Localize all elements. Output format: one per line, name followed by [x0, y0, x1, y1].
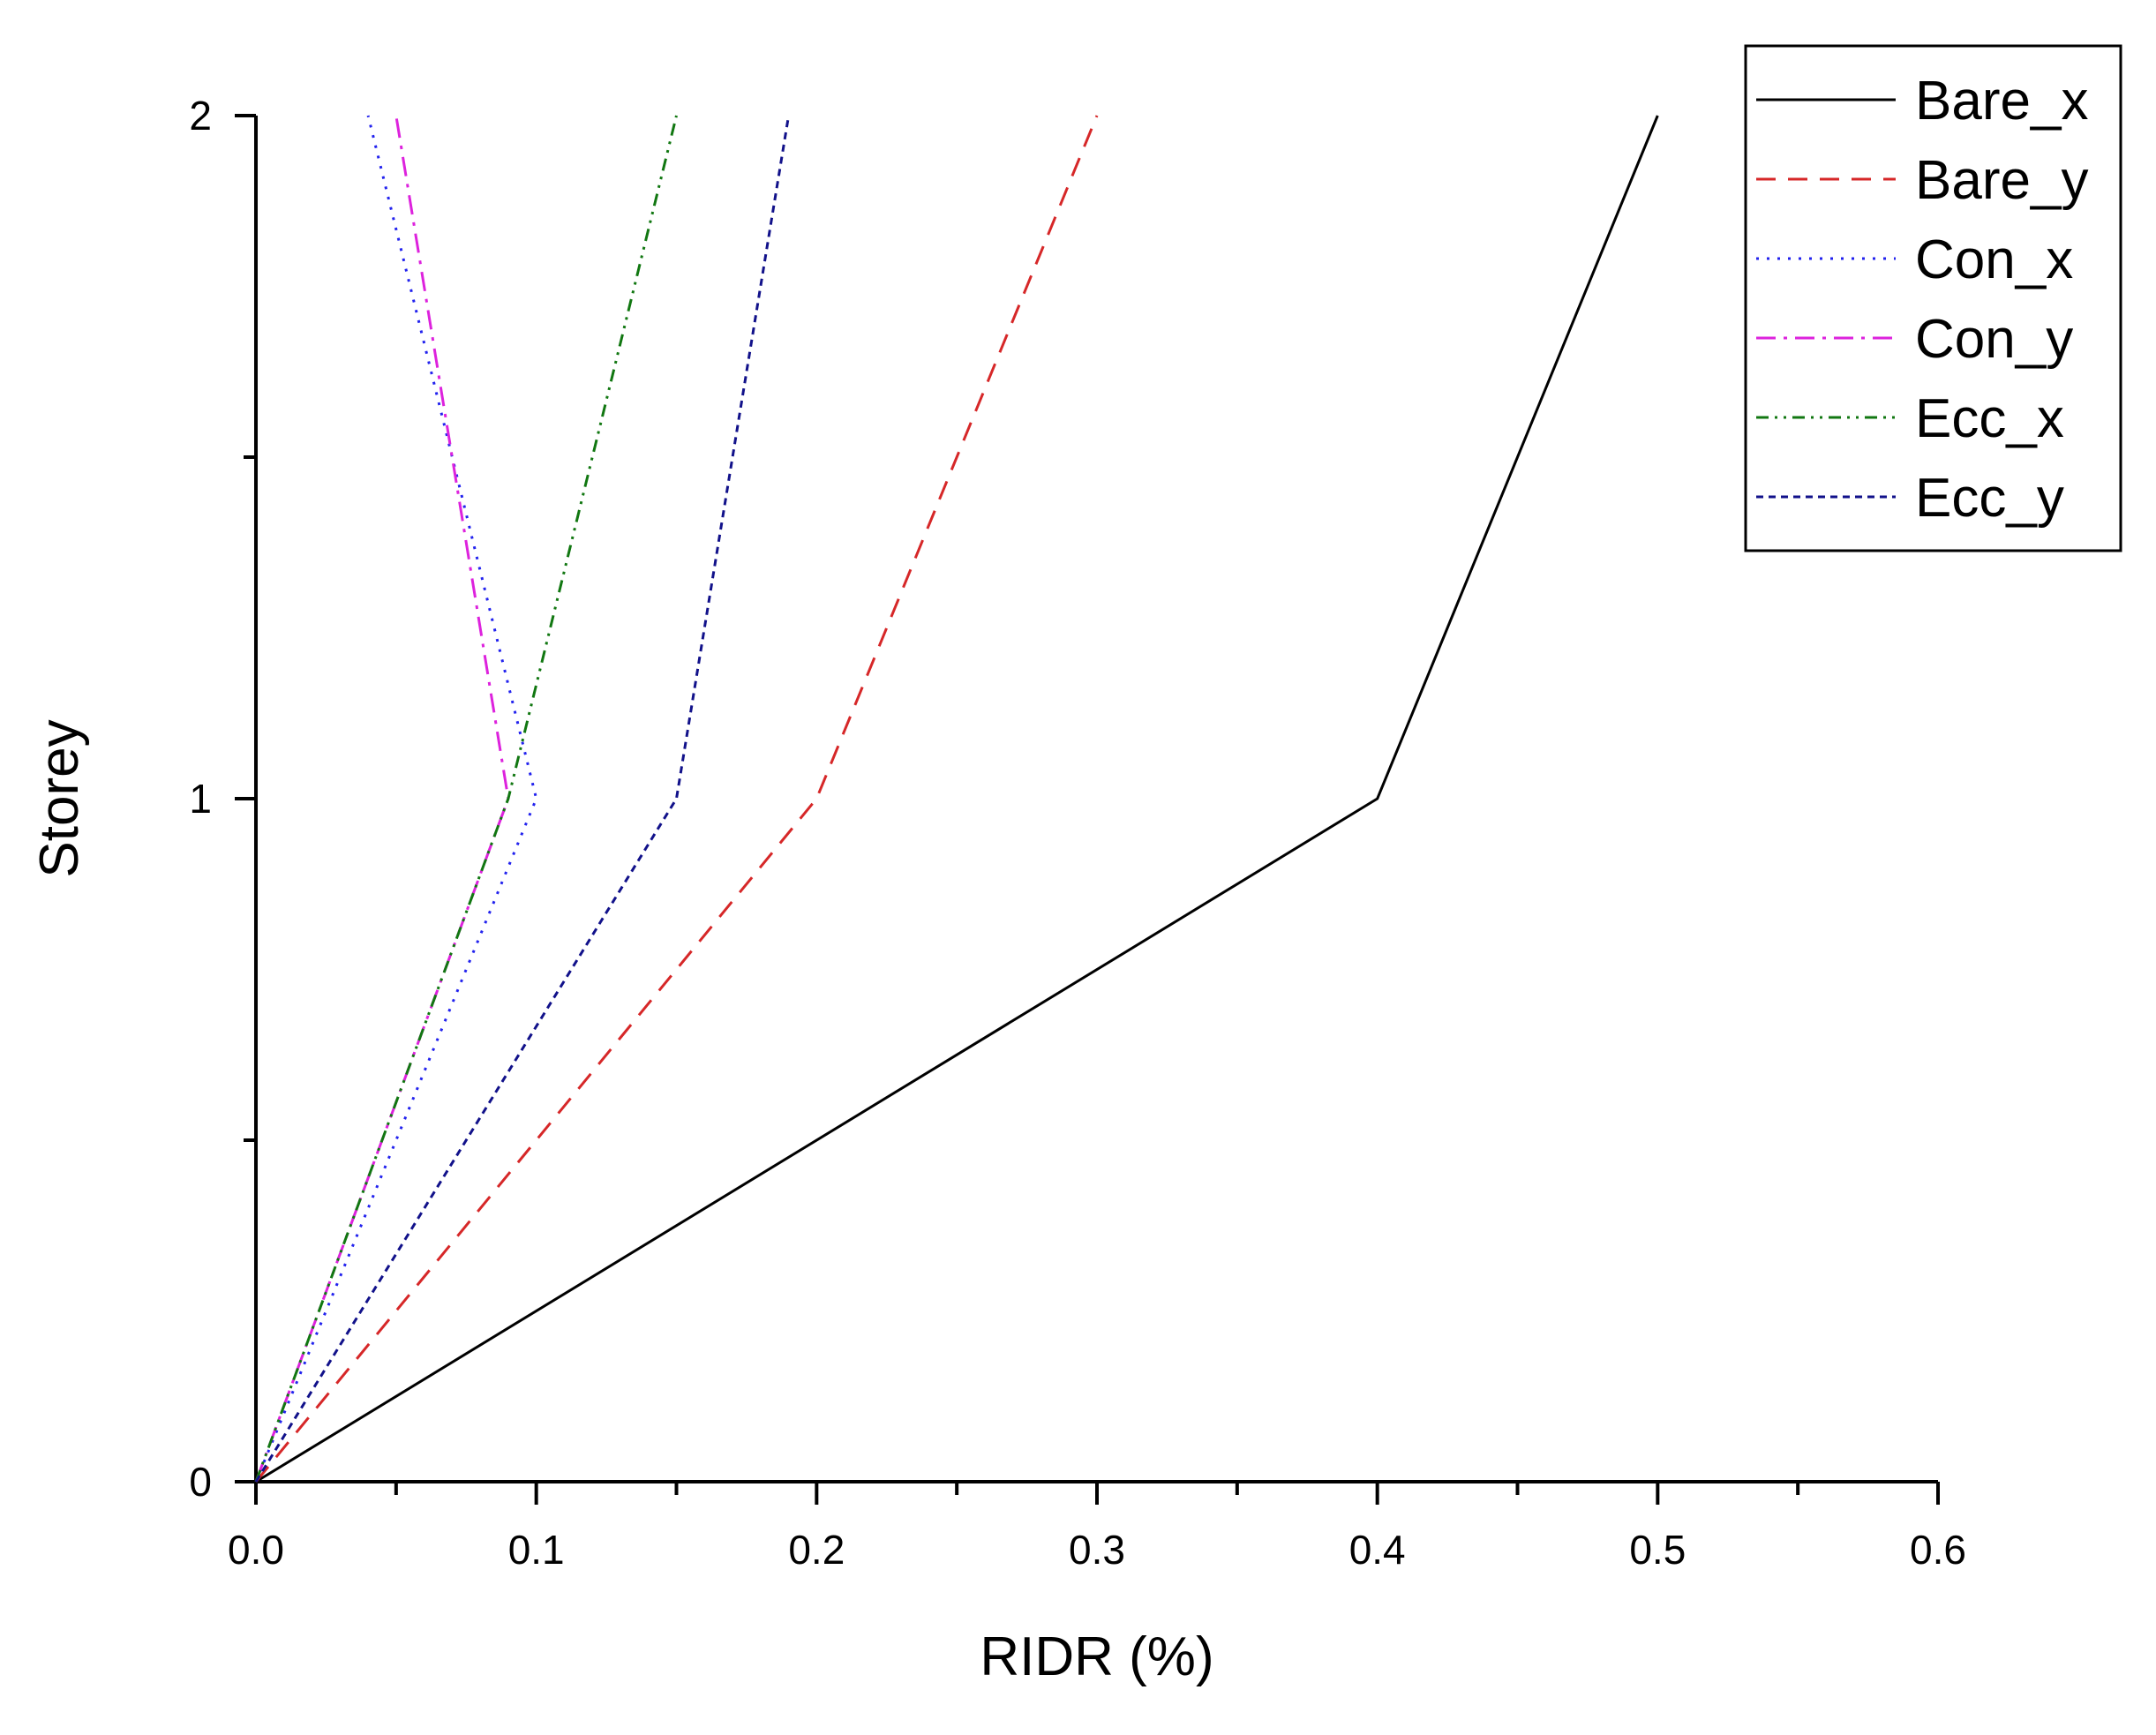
legend-label: Bare_x: [1915, 71, 2088, 131]
series-line-con-x: [254, 115, 538, 1483]
x-tick-label: 0.3: [1069, 1527, 1125, 1573]
x-tick-label: 0.6: [1910, 1527, 1966, 1573]
series-line-bare-y: [254, 115, 1099, 1483]
series-line-ecc-x: [254, 115, 678, 1483]
y-tick-label: 0: [189, 1459, 212, 1505]
series-line-bare-x: [255, 115, 1659, 1483]
legend-box: [1744, 44, 2122, 552]
legend: Bare_x Bare_y Con_x Con_y Ecc_x Ecc_y: [1744, 44, 2122, 552]
legend-label: Bare_y: [1915, 150, 2088, 211]
legend-label: Con_x: [1915, 229, 2073, 290]
legend-label: Con_y: [1915, 309, 2073, 370]
axes: 0.0 0.1 0.2 0.3 0.4 0.5 0.6 0 1 2: [189, 93, 1966, 1573]
legend-label: Ecc_y: [1915, 468, 2064, 529]
x-tick-label: 0.2: [788, 1527, 845, 1573]
x-tick-label: 0.0: [228, 1527, 284, 1573]
y-axis-title: Storey: [29, 719, 90, 877]
x-tick-label: 0.5: [1629, 1527, 1686, 1573]
series-line-ecc-y: [254, 115, 791, 1483]
x-axis-title: RIDR (%): [980, 1626, 1213, 1687]
x-tick-label: 0.1: [508, 1527, 565, 1573]
x-tick-label: 0.4: [1349, 1527, 1406, 1573]
series-layer: [254, 115, 1659, 1483]
y-tick-label: 2: [189, 93, 212, 139]
legend-label: Ecc_x: [1915, 388, 2064, 449]
y-tick-label: 1: [189, 776, 212, 822]
